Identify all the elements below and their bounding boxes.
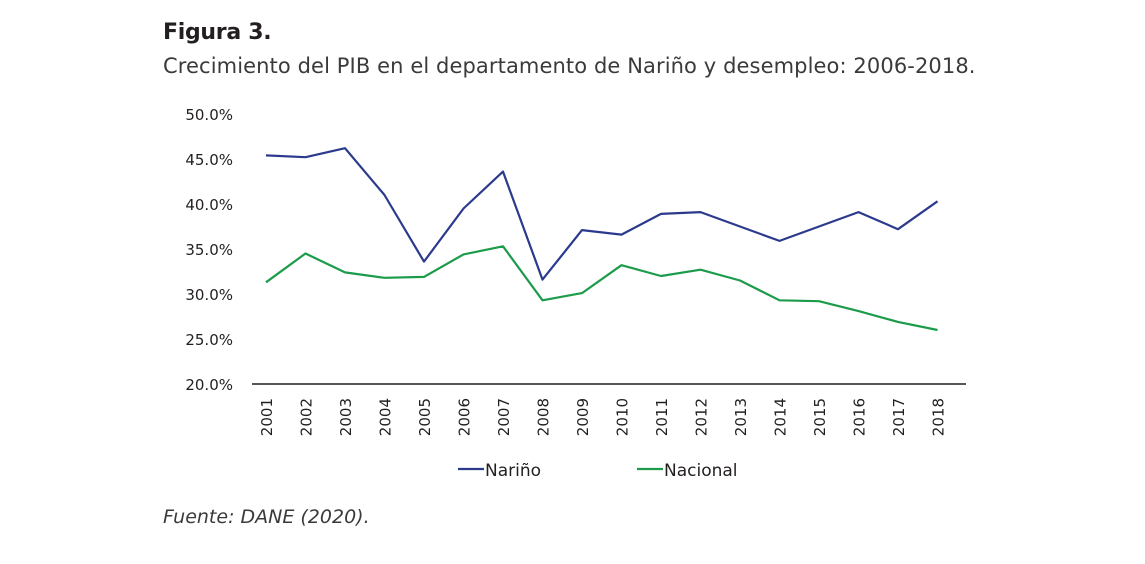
series-line-nacional [265,245,938,332]
x-tick-label: 2012 [693,398,711,436]
series-lines [265,147,939,332]
y-tick-label: 25.0% [185,331,233,349]
x-tick-label: 2016 [851,398,869,436]
figure-title: Crecimiento del PIB en el departamento d… [163,54,976,78]
series-line-nari-o [265,147,939,281]
x-tick-label: 2001 [258,398,276,436]
x-tick-label: 2009 [574,398,592,436]
x-axis-ticks: 2001 2002 2003 2004 2005 2006 2007 2008 2009 2010… [258,398,948,436]
source-note: Fuente: DANE (2020). [163,506,370,528]
x-tick-label: 2013 [732,398,750,436]
x-tick-label: 2014 [772,398,790,436]
x-tick-label: 2002 [298,398,316,436]
x-tick-label: 2003 [337,398,355,436]
x-tick-label: 2008 [535,398,553,436]
x-tick-label: 2018 [930,398,948,436]
y-tick-label: 30.0% [185,286,233,304]
x-tick-label: 2005 [416,398,434,436]
y-tick-label: 40.0% [185,196,233,214]
x-tick-label: 2007 [495,398,513,436]
x-tick-label: 2015 [811,398,829,436]
x-tick-label: 2006 [456,398,474,436]
legend-label: Nacional [664,461,738,481]
y-tick-label: 35.0% [185,241,233,259]
y-tick-label: 20.0% [185,376,233,394]
legend-label: Nariño [485,461,541,481]
x-tick-label: 2004 [377,398,395,436]
y-tick-label: 50.0% [185,106,233,124]
x-tick-label: 2011 [653,398,671,436]
y-tick-label: 45.0% [185,151,233,169]
x-tick-label: 2010 [614,398,632,436]
legend: Nariño Nacional [458,461,738,481]
x-tick-label: 2017 [890,398,908,436]
figure-label: Figura 3. [163,20,272,45]
y-axis-ticks: 50.0% 45.0% 40.0% 35.0% 30.0% 25.0% 20.0% [185,106,233,394]
